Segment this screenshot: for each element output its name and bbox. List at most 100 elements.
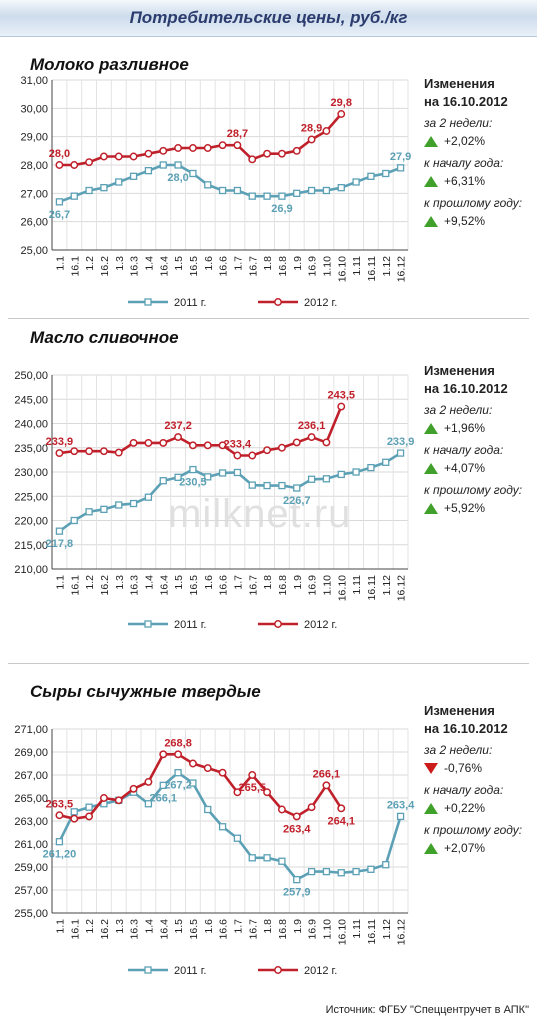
data-point-2011 [70, 192, 78, 200]
x-tick-label: 1.11 [351, 256, 363, 276]
stat-value-two-weeks: -0,76% [444, 761, 483, 775]
x-tick-label: 1.11 [351, 575, 363, 595]
stat-label-year-start: к началу года: [424, 156, 504, 170]
x-tick-label: 16.11 [366, 575, 378, 601]
legend-label-2011: 2011 г. [174, 965, 206, 977]
x-tick-label: 16.4 [158, 256, 170, 277]
x-tick-label: 1.9 [292, 919, 304, 934]
data-label: 233,4 [224, 439, 252, 451]
data-point-2012 [263, 788, 272, 797]
data-point-2011 [248, 481, 256, 489]
data-point-2012 [248, 451, 257, 460]
data-point-2011 [218, 186, 227, 195]
data-point-2011 [263, 481, 271, 490]
x-tick-label: 1.2 [84, 919, 96, 934]
data-point-2012 [248, 771, 257, 779]
data-point-2011 [159, 477, 167, 485]
data-point-2011 [129, 499, 138, 508]
data-label: 26,9 [271, 203, 292, 215]
triangle-up-icon [424, 422, 438, 434]
y-tick-label: 267,00 [14, 770, 48, 782]
data-point-2011 [189, 779, 197, 787]
y-tick-label: 28,00 [20, 160, 48, 172]
x-tick-label: 16.2 [99, 575, 111, 596]
x-tick-label: 1.5 [173, 256, 185, 271]
header-banner: Потребительские цены, руб./кг [0, 0, 537, 37]
x-tick-label: 1.8 [262, 919, 274, 934]
legend-marker-2012 [274, 966, 282, 974]
data-label: 27,9 [390, 151, 411, 163]
data-point-2012 [277, 805, 286, 814]
x-tick-label: 16.4 [158, 919, 170, 940]
stats-box-cheese: Изменения на 16.10.2012 за 2 недели: -0,… [424, 702, 534, 858]
data-point-2012 [263, 149, 272, 158]
y-tick-label: 263,00 [14, 816, 48, 828]
x-tick-label: 1.3 [114, 919, 126, 934]
data-point-2012 [203, 441, 212, 450]
y-tick-label: 259,00 [14, 862, 48, 874]
data-point-2012 [292, 438, 301, 447]
x-tick-label: 1.1 [54, 919, 66, 934]
data-label: 29,8 [331, 97, 352, 109]
stats-date: на 16.10.2012 [424, 94, 508, 109]
stats-date: на 16.10.2012 [424, 381, 508, 396]
data-point-2012 [114, 796, 123, 805]
x-tick-label: 16.12 [396, 256, 408, 282]
data-point-2011 [382, 861, 390, 869]
x-tick-label: 16.3 [129, 256, 141, 277]
stat-label-year-start: к началу года: [424, 443, 504, 457]
data-point-2011 [204, 473, 212, 481]
x-tick-label: 16.1 [69, 575, 81, 596]
data-point-2011 [248, 192, 256, 200]
data-point-2012 [188, 144, 197, 152]
data-label: 28,9 [301, 123, 322, 135]
data-point-2011 [144, 800, 153, 808]
y-tick-label: 25,00 [20, 245, 48, 257]
stat-label-two-weeks: за 2 недели: [424, 403, 493, 417]
x-tick-label: 1.1 [54, 575, 66, 590]
data-label: 230,5 [179, 477, 207, 489]
x-tick-label: 1.3 [114, 256, 126, 271]
x-tick-label: 1.9 [292, 575, 304, 590]
x-tick-label: 1.6 [203, 256, 215, 271]
data-point-2011 [55, 838, 64, 846]
x-tick-label: 1.4 [143, 919, 155, 934]
data-point-2011 [55, 198, 64, 206]
triangle-down-icon [424, 762, 438, 774]
data-point-2012 [85, 158, 94, 167]
data-point-2012 [277, 443, 286, 452]
data-point-2011 [352, 178, 360, 186]
data-point-2012 [233, 788, 242, 797]
data-point-2012 [99, 152, 108, 161]
x-tick-label: 16.10 [336, 575, 348, 601]
data-point-2011 [115, 501, 123, 509]
x-tick-label: 16.8 [277, 919, 289, 940]
data-point-2011 [382, 169, 390, 178]
triangle-up-icon [424, 135, 438, 147]
data-point-2011 [100, 505, 108, 513]
data-point-2011 [85, 186, 93, 195]
data-label: 261,20 [43, 849, 77, 861]
chart-title-cheese: Сыры сычужные твердые [30, 682, 261, 701]
x-tick-label: 1.7 [232, 575, 244, 590]
triangle-up-icon [424, 802, 438, 814]
data-point-2012 [55, 449, 64, 458]
x-tick-label: 16.6 [218, 575, 230, 596]
y-tick-label: 250,00 [14, 370, 48, 382]
data-label: 263,5 [46, 798, 74, 810]
x-tick-label: 16.5 [188, 575, 200, 596]
chart-title-milk: Молоко разливное [30, 55, 189, 74]
y-tick-label: 265,00 [14, 793, 48, 805]
x-tick-label: 16.7 [247, 919, 259, 940]
x-tick-label: 16.3 [129, 919, 141, 940]
x-tick-label: 1.2 [84, 256, 96, 271]
data-label: 243,5 [327, 390, 355, 402]
source-note: Источник: ФГБУ "Спеццентручет в АПК" [325, 1004, 529, 1016]
data-point-2011 [248, 854, 256, 862]
x-tick-label: 16.12 [396, 919, 408, 945]
y-tick-label: 240,00 [14, 419, 48, 431]
x-tick-label: 1.6 [203, 919, 215, 934]
data-point-2012 [129, 438, 138, 447]
data-point-2011 [263, 192, 271, 200]
data-point-2011 [337, 869, 345, 877]
